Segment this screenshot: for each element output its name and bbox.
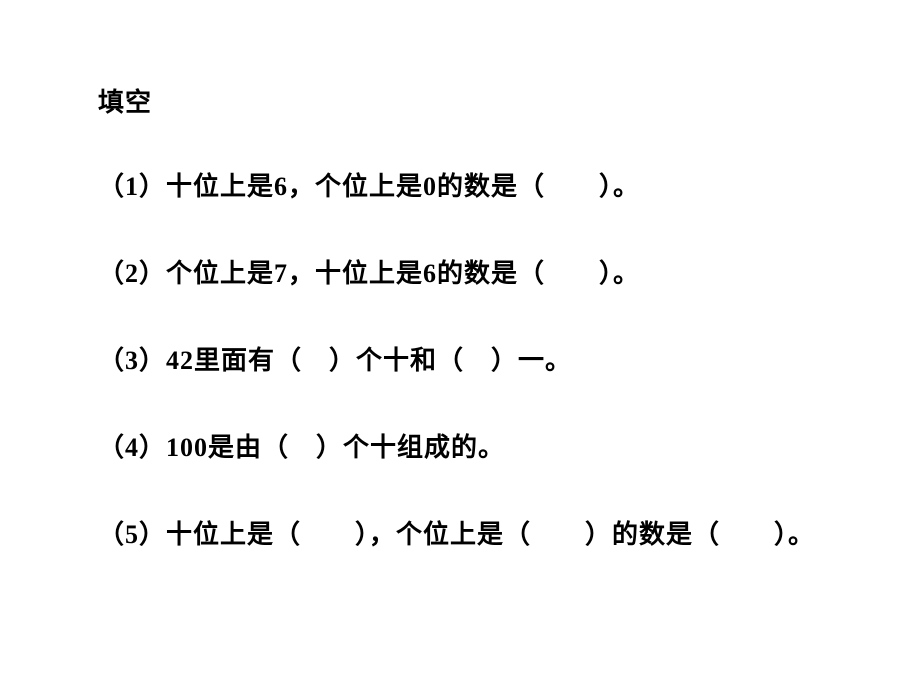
q1-text-a: ）十位上是 bbox=[139, 172, 274, 201]
q5-text-a: ）十位上是（ ），个位上是（ ）的数是（ ）。 bbox=[139, 520, 815, 549]
q3-number: 3 bbox=[125, 346, 139, 375]
q2-number: 2 bbox=[125, 259, 139, 288]
q3-text-a: ） bbox=[139, 346, 166, 375]
question-5: （5）十位上是（ ），个位上是（ ）的数是（ ）。 bbox=[98, 515, 858, 554]
q5-number: 5 bbox=[125, 520, 139, 549]
q4-number: 4 bbox=[125, 433, 139, 462]
question-4: （4）100是由（ ）个十组成的。 bbox=[98, 428, 858, 467]
q2-paren-open: （ bbox=[98, 259, 125, 288]
q3-value-1: 42 bbox=[166, 346, 194, 375]
q4-text-a: ） bbox=[139, 433, 166, 462]
section-heading: 填空 bbox=[98, 82, 858, 119]
q5-paren-open: （ bbox=[98, 520, 125, 549]
question-1: （1）十位上是6，个位上是0的数是（ ）。 bbox=[98, 167, 858, 206]
q3-paren-open: （ bbox=[98, 346, 125, 375]
q2-text-c: 的数是（ ）。 bbox=[437, 259, 640, 288]
worksheet-content: 填空 （1）十位上是6，个位上是0的数是（ ）。 （2）个位上是7，十位上是6的… bbox=[98, 82, 858, 554]
q1-text-c: 的数是（ ）。 bbox=[437, 172, 640, 201]
q1-value-2: 0 bbox=[423, 172, 437, 201]
q1-number: 1 bbox=[125, 172, 139, 201]
q4-paren-open: （ bbox=[98, 433, 125, 462]
q4-value-1: 100 bbox=[166, 433, 208, 462]
q1-value-1: 6 bbox=[274, 172, 288, 201]
q1-paren-open: （ bbox=[98, 172, 125, 201]
q2-text-a: ）个位上是 bbox=[139, 259, 274, 288]
question-3: （3）42里面有（ ）个十和（ ）一。 bbox=[98, 341, 858, 380]
q3-text-b: 里面有（ ）个十和（ ）一。 bbox=[194, 346, 572, 375]
q2-value-1: 7 bbox=[274, 259, 288, 288]
q2-value-2: 6 bbox=[423, 259, 437, 288]
q2-text-b: ，十位上是 bbox=[288, 259, 423, 288]
question-2: （2）个位上是7，十位上是6的数是（ ）。 bbox=[98, 254, 858, 293]
q1-text-b: ，个位上是 bbox=[288, 172, 423, 201]
q4-text-b: 是由（ ）个十组成的。 bbox=[208, 433, 505, 462]
